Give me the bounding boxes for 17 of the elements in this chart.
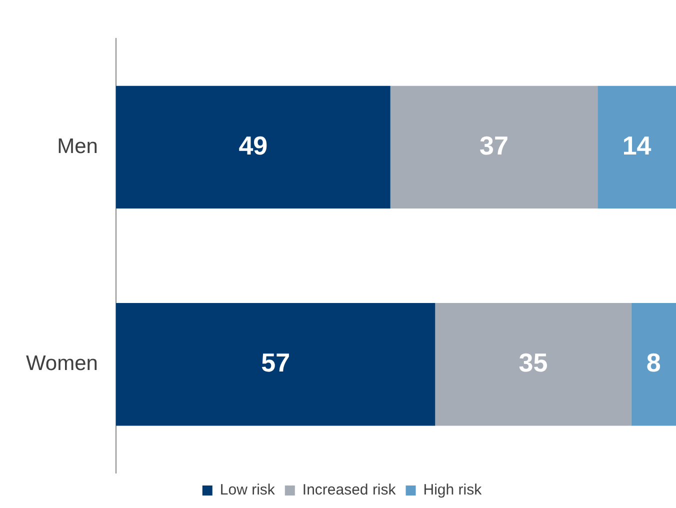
legend-label: Increased risk xyxy=(302,482,396,499)
bar xyxy=(435,303,632,426)
data-label: 49 xyxy=(238,130,268,160)
y-tick-label: Men xyxy=(57,134,98,158)
data-label: 35 xyxy=(518,348,548,378)
bar xyxy=(631,303,676,426)
bar xyxy=(598,86,676,209)
bar xyxy=(390,86,598,209)
bar xyxy=(116,303,436,426)
y-tick-label: Women xyxy=(26,352,98,376)
data-label: 8 xyxy=(646,348,661,378)
data-label: 57 xyxy=(261,348,290,378)
legend-label: High risk xyxy=(423,482,482,499)
legend-label: Low risk xyxy=(220,482,276,499)
bar xyxy=(116,86,390,209)
data-label: 14 xyxy=(622,130,652,160)
data-label: 37 xyxy=(480,130,508,160)
